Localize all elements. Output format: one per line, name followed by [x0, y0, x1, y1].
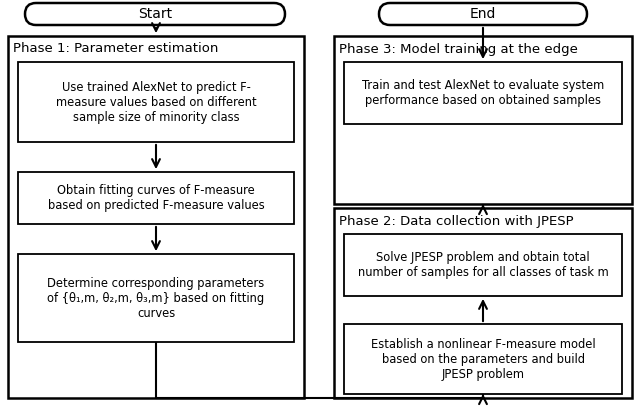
- Text: Phase 2: Data collection with JPESP: Phase 2: Data collection with JPESP: [339, 215, 573, 228]
- Text: End: End: [470, 7, 496, 21]
- Bar: [334, 208, 632, 398]
- Bar: [18, 172, 294, 224]
- Bar: [344, 324, 622, 394]
- Text: Use trained AlexNet to predict F-
measure values based on different
sample size : Use trained AlexNet to predict F- measur…: [56, 81, 256, 123]
- FancyBboxPatch shape: [379, 3, 587, 25]
- Bar: [18, 254, 294, 342]
- Bar: [344, 62, 622, 124]
- Text: Determine corresponding parameters
of {θ₁,m, θ₂,m, θ₃,m} based on fitting
curves: Determine corresponding parameters of {θ…: [47, 277, 264, 319]
- FancyBboxPatch shape: [25, 3, 285, 25]
- Text: Solve JPESP problem and obtain total
number of samples for all classes of task m: Solve JPESP problem and obtain total num…: [358, 251, 609, 279]
- Bar: [18, 62, 294, 142]
- Bar: [8, 36, 304, 398]
- Bar: [344, 234, 622, 296]
- Text: Start: Start: [138, 7, 172, 21]
- Text: Phase 1: Parameter estimation: Phase 1: Parameter estimation: [13, 42, 218, 55]
- Text: Train and test AlexNet to evaluate system
performance based on obtained samples: Train and test AlexNet to evaluate syste…: [362, 79, 604, 107]
- Text: Phase 3: Model training at the edge: Phase 3: Model training at the edge: [339, 42, 578, 55]
- Bar: [334, 36, 632, 204]
- Text: Establish a nonlinear F-measure model
based on the parameters and build
JPESP pr: Establish a nonlinear F-measure model ba…: [371, 337, 595, 381]
- Text: Obtain fitting curves of F-measure
based on predicted F-measure values: Obtain fitting curves of F-measure based…: [47, 184, 264, 212]
